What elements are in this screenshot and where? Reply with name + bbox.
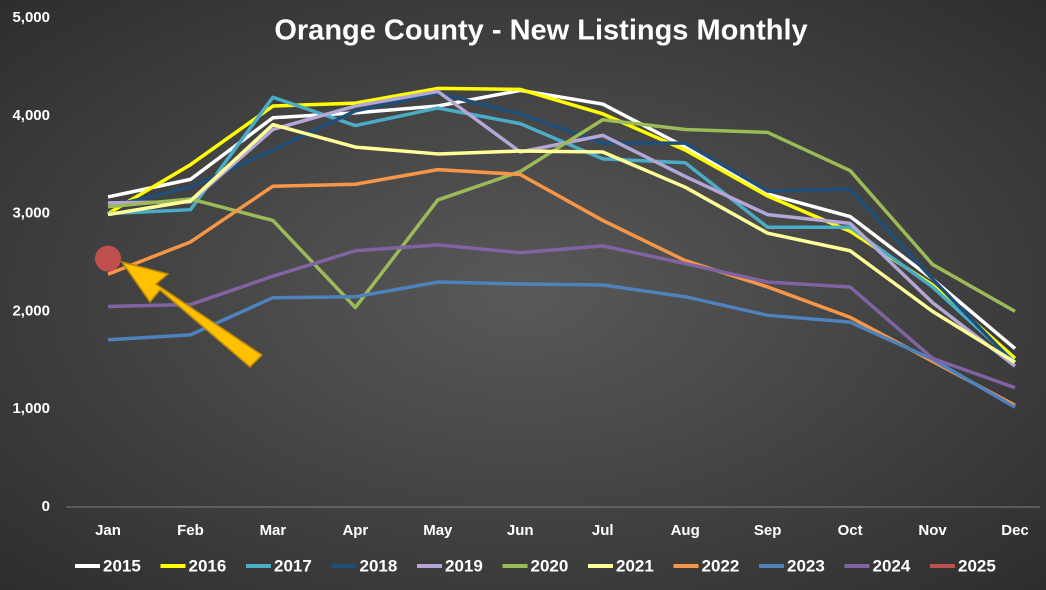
x-tick-label: Oct	[838, 522, 863, 539]
x-tick-label: May	[423, 522, 453, 539]
x-tick-label: Apr	[342, 522, 368, 539]
legend-label: 2015	[103, 556, 141, 575]
x-tick-label: Sep	[754, 522, 782, 539]
data-point	[95, 245, 121, 272]
arrow	[120, 260, 264, 369]
chart-title: Orange County - New Listings Monthly	[274, 15, 807, 47]
legend-label: 2023	[787, 556, 825, 575]
annotation-arrow	[120, 260, 264, 369]
x-tick-label: Dec	[1001, 522, 1029, 539]
series-line	[107, 91, 1017, 366]
legend-label: 2016	[189, 556, 227, 575]
x-tick-label: Aug	[671, 522, 700, 539]
series-line	[107, 88, 1017, 350]
x-tick-label: Feb	[177, 522, 204, 539]
y-tick-label: 1,000	[12, 400, 50, 417]
legend-label: 2021	[616, 556, 654, 575]
series-line	[107, 243, 1016, 390]
legend: 2015 2016 2017 2018 2019 2020 2021 2022 2023 2024…	[75, 556, 996, 575]
legend-label: 2017	[274, 556, 312, 575]
x-tick-label: Jan	[95, 522, 121, 539]
x-tick-label: Jul	[592, 522, 614, 539]
x-tick-label: Mar	[260, 522, 287, 539]
x-tick-label: Nov	[918, 522, 947, 539]
y-tick-label: 2,000	[12, 302, 50, 319]
legend-label: 2025	[958, 556, 996, 575]
x-tick-label: Jun	[507, 522, 534, 539]
y-tick-label: 4,000	[12, 107, 50, 124]
plot-area: 0 1,000 2,000 3,000 4,000 5,000 Jan Feb Mar Apr Ma…	[12, 9, 1040, 539]
legend-label: 2022	[702, 556, 740, 575]
legend-label: 2020	[531, 556, 569, 575]
legend-label: 2024	[873, 556, 911, 575]
series-line	[107, 167, 1016, 407]
y-tick-label: 0	[42, 498, 50, 515]
y-tick-label: 5,000	[12, 9, 50, 26]
y-tick-label: 3,000	[12, 205, 50, 222]
series-line	[107, 122, 1016, 364]
legend-label: 2019	[445, 556, 483, 575]
series-line	[107, 280, 1016, 409]
legend-label: 2018	[360, 556, 398, 575]
series-line	[107, 117, 1016, 313]
